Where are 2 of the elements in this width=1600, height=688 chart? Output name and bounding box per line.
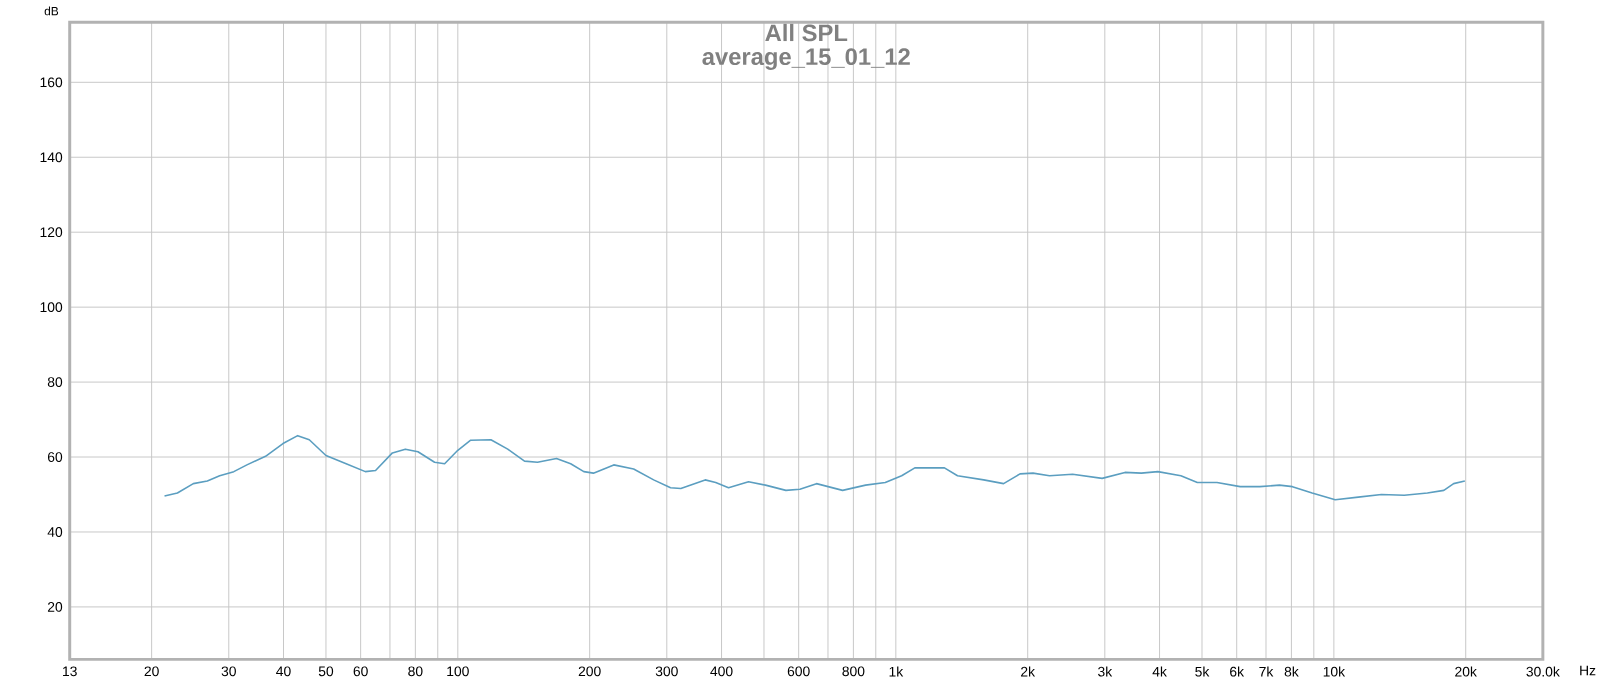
chart-title: All SPL: [765, 24, 848, 42]
text: average_15_01_12: [702, 48, 910, 71]
